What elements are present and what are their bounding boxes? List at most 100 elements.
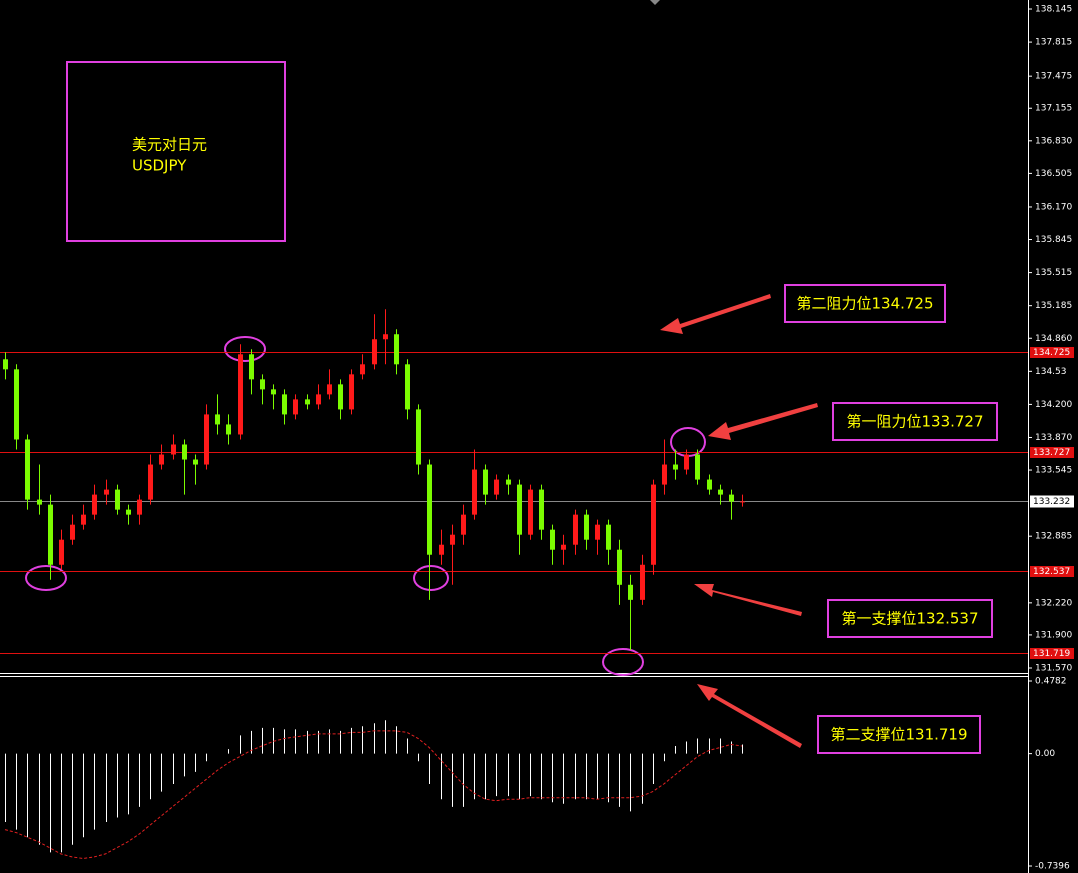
y-tick-label: 134.53	[1035, 367, 1067, 377]
candle-body	[48, 504, 53, 565]
candle-body	[104, 489, 109, 495]
candle-body	[494, 479, 499, 495]
candle-body	[92, 494, 97, 515]
level-tag	[1030, 648, 1074, 659]
y-tick-label: 132.220	[1035, 598, 1072, 608]
candle-body	[729, 494, 734, 502]
candle-body	[740, 501, 745, 503]
candle-body	[238, 354, 243, 435]
candle-body	[182, 444, 187, 460]
level-tag	[1030, 566, 1074, 577]
candle-body	[305, 399, 310, 405]
y-tick-label: 133.870	[1035, 433, 1072, 443]
candle-body	[383, 334, 388, 340]
level-label: 134.725	[1033, 348, 1070, 358]
candle-body	[159, 454, 164, 465]
candle-body	[528, 489, 533, 535]
candle-body	[394, 334, 399, 365]
candle-body	[70, 524, 75, 540]
candle-body	[327, 384, 332, 395]
candle-body	[249, 354, 254, 380]
circle	[602, 648, 644, 676]
title-en: USDJPY	[132, 157, 187, 175]
candle-body	[450, 534, 455, 545]
level-label: 131.719	[1033, 649, 1070, 659]
candle-body	[684, 454, 689, 470]
candle-body	[338, 384, 343, 410]
candle-body	[316, 394, 321, 405]
annotation: 第一阻力位133.727	[846, 413, 983, 431]
candle-body	[651, 484, 656, 565]
title-cn: 美元对日元	[132, 136, 207, 154]
annotation: 第二阻力位134.725	[796, 295, 933, 313]
candle-body	[271, 389, 276, 395]
candle-body	[550, 529, 555, 550]
candle-body	[539, 489, 544, 530]
current-price-label: 133.232	[1033, 497, 1070, 507]
y-tick-label: 138.145	[1035, 5, 1072, 15]
candle-body	[171, 444, 176, 455]
candle-body	[115, 489, 120, 510]
candle-body	[561, 544, 566, 550]
note-box	[827, 599, 993, 638]
level-tag	[1030, 347, 1074, 358]
note-box	[784, 284, 946, 323]
level-label: 132.537	[1033, 567, 1070, 577]
y-tick-label: 136.170	[1035, 202, 1072, 212]
arrow	[708, 403, 818, 440]
arrows	[660, 294, 818, 748]
candle-body	[349, 374, 354, 410]
candle-body	[405, 364, 410, 410]
candle-body	[439, 544, 444, 555]
note-box	[817, 715, 981, 754]
annotation: 第二支撑位131.719	[830, 726, 967, 744]
candle-body	[662, 464, 667, 485]
candle-body	[461, 514, 466, 535]
y-tick-label: 137.815	[1035, 38, 1072, 48]
y-tick-label: 0.4782	[1035, 677, 1067, 687]
candle-body	[81, 514, 86, 525]
candle-body	[628, 584, 633, 600]
candle-body	[695, 454, 700, 480]
candle-body	[707, 479, 712, 490]
candle-body	[427, 464, 432, 555]
candle-body	[360, 364, 365, 375]
y-tick-label: 134.200	[1035, 400, 1072, 410]
candle-body	[3, 359, 8, 370]
y-tick-label: 135.845	[1035, 235, 1072, 245]
candle-body	[640, 564, 645, 600]
candle-body	[372, 339, 377, 365]
candle-body	[260, 379, 265, 390]
candle-body	[25, 439, 30, 500]
candle-body	[204, 414, 209, 465]
y-tick-label: 0.00	[1035, 749, 1055, 759]
candle-body	[282, 394, 287, 415]
circle	[413, 565, 449, 591]
current-price-tag	[1030, 495, 1074, 508]
y-tick-label: 136.505	[1035, 169, 1072, 179]
candle-body	[606, 524, 611, 550]
candle-body	[673, 464, 678, 470]
y-tick-label: 133.545	[1035, 466, 1072, 476]
candle-body	[14, 369, 19, 440]
note-boxes	[784, 284, 998, 754]
y-tick-label: 131.570	[1035, 663, 1072, 673]
level-tag	[1030, 447, 1074, 458]
arrow	[694, 584, 802, 616]
candle-body	[595, 524, 600, 540]
note-box	[832, 402, 998, 441]
candle-body	[416, 409, 421, 465]
level-label: 133.727	[1033, 448, 1070, 458]
y-tick-label: 135.185	[1035, 301, 1072, 311]
candle-body	[215, 414, 220, 425]
y-tick-label: 132.885	[1035, 532, 1072, 542]
y-tick-label: 135.515	[1035, 268, 1072, 278]
candle-body	[226, 424, 231, 435]
candle-body	[37, 499, 42, 505]
y-tick-label: 134.860	[1035, 334, 1072, 344]
candle-body	[126, 509, 131, 515]
candle-body	[506, 479, 511, 485]
candle-body	[517, 484, 522, 535]
annotation: 第一支撑位132.537	[841, 610, 978, 628]
